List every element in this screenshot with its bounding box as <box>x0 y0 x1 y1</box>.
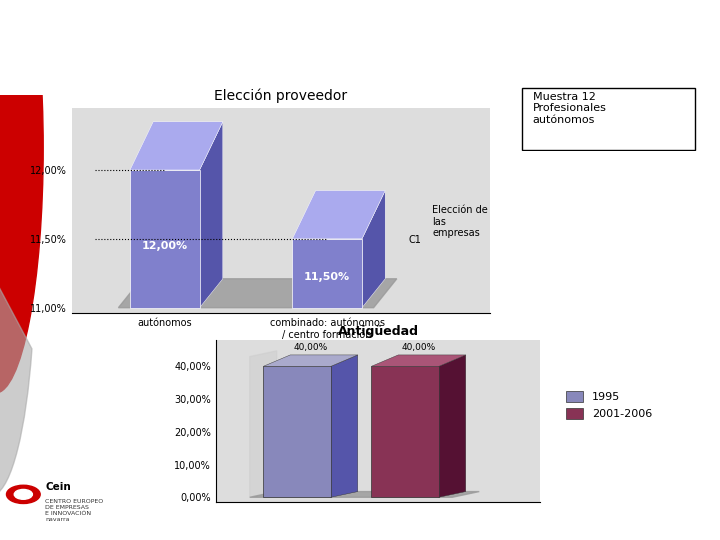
Text: 40,00%: 40,00% <box>293 343 328 352</box>
Polygon shape <box>199 122 222 308</box>
Legend: 1995, 2001-2006: 1995, 2001-2006 <box>562 386 657 423</box>
Polygon shape <box>438 355 466 497</box>
Polygon shape <box>118 279 397 308</box>
Wedge shape <box>0 273 32 495</box>
Polygon shape <box>330 355 358 497</box>
Text: Caracterización del sector:: Caracterización del sector: <box>16 21 238 39</box>
Polygon shape <box>250 491 480 497</box>
Bar <box>372 366 438 497</box>
Polygon shape <box>292 191 385 239</box>
Polygon shape <box>372 355 466 366</box>
Polygon shape <box>250 351 276 497</box>
Title: Elección proveedor: Elección proveedor <box>215 88 347 103</box>
Polygon shape <box>264 355 358 366</box>
FancyBboxPatch shape <box>522 87 695 150</box>
Text: Muestra 12
Profesionales
autónomos: Muestra 12 Profesionales autónomos <box>533 92 607 125</box>
Bar <box>130 170 199 308</box>
Text: 40,00%: 40,00% <box>401 343 436 352</box>
Text: C1: C1 <box>408 235 421 245</box>
Text: 11,50%: 11,50% <box>304 272 350 282</box>
Circle shape <box>14 489 32 500</box>
Bar <box>264 366 330 497</box>
Text: Profesionales  Autónomos: Profesionales Autónomos <box>16 55 303 74</box>
Text: 12,00%: 12,00% <box>142 241 188 251</box>
Title: Antigüedad: Antigüedad <box>338 325 418 338</box>
Circle shape <box>0 0 43 393</box>
Bar <box>292 239 362 308</box>
Text: Elección de
las
empresas: Elección de las empresas <box>432 205 488 238</box>
Text: CENTRO EUROPEO
DE EMPRESAS
E INNOVACIÓN
navarra: CENTRO EUROPEO DE EMPRESAS E INNOVACIÓN … <box>45 500 104 522</box>
Circle shape <box>6 485 40 503</box>
Polygon shape <box>130 122 222 170</box>
Text: Cein: Cein <box>45 482 71 492</box>
Polygon shape <box>362 191 385 308</box>
